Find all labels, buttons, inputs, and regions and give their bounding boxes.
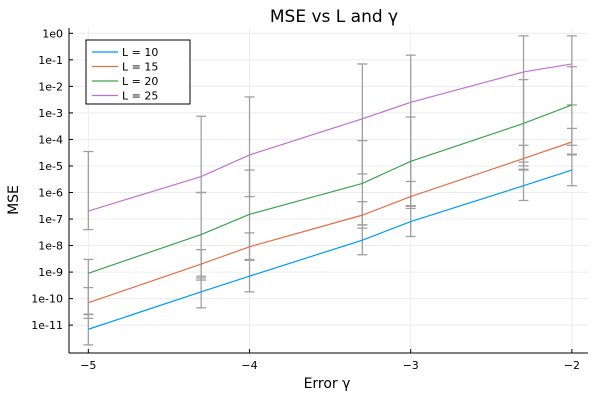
y-tick-label: 1e-11 xyxy=(31,319,63,332)
y-tick-label: 1e0 xyxy=(42,27,63,40)
legend-label: L = 10 xyxy=(122,46,158,59)
x-tick-label: −3 xyxy=(403,359,419,372)
y-tick-label: 1e-6 xyxy=(38,186,63,199)
series-line-3 xyxy=(88,104,573,274)
grid xyxy=(69,28,588,353)
y-tick-label: 1e-10 xyxy=(31,293,63,306)
series-line-4 xyxy=(88,63,572,212)
series-line-1 xyxy=(88,169,573,330)
legend-label: L = 25 xyxy=(122,90,158,103)
y-tick-label: 1e-1 xyxy=(38,54,63,67)
y-ticks: 1e-11 1e-10 1e-9 1e-8 1e-7 1e-6 1e-5 1e-4 1e-3 1e… xyxy=(31,27,73,332)
y-tick-label: 1e-8 xyxy=(38,240,63,253)
y-tick-label: 1e-4 xyxy=(38,133,63,146)
y-tick-label: 1e-5 xyxy=(38,160,63,173)
series-lines xyxy=(88,63,573,330)
y-tick-label: 1e-9 xyxy=(38,266,63,279)
y-tick-label: 1e-2 xyxy=(38,80,63,93)
legend-label: L = 20 xyxy=(122,75,158,88)
y-axis-label: MSE xyxy=(6,185,22,215)
legend: L = 10 L = 15L = 20 L = 25 xyxy=(85,39,191,105)
y-tick-label: 1e-3 xyxy=(38,107,63,120)
x-tick-label: −5 xyxy=(80,359,96,372)
error-bars xyxy=(83,35,577,346)
x-ticks: −5 −4 −3 −2 xyxy=(80,349,580,372)
series-line-2 xyxy=(88,141,573,304)
x-tick-label: −2 xyxy=(564,359,580,372)
chart-title: MSE vs L and γ xyxy=(270,7,398,27)
x-axis-label: Error γ xyxy=(304,376,351,392)
legend-box xyxy=(85,39,191,105)
legend-label: L = 15 xyxy=(122,61,158,74)
y-tick-label: 1e-7 xyxy=(38,213,63,226)
x-tick-label: −4 xyxy=(241,359,257,372)
